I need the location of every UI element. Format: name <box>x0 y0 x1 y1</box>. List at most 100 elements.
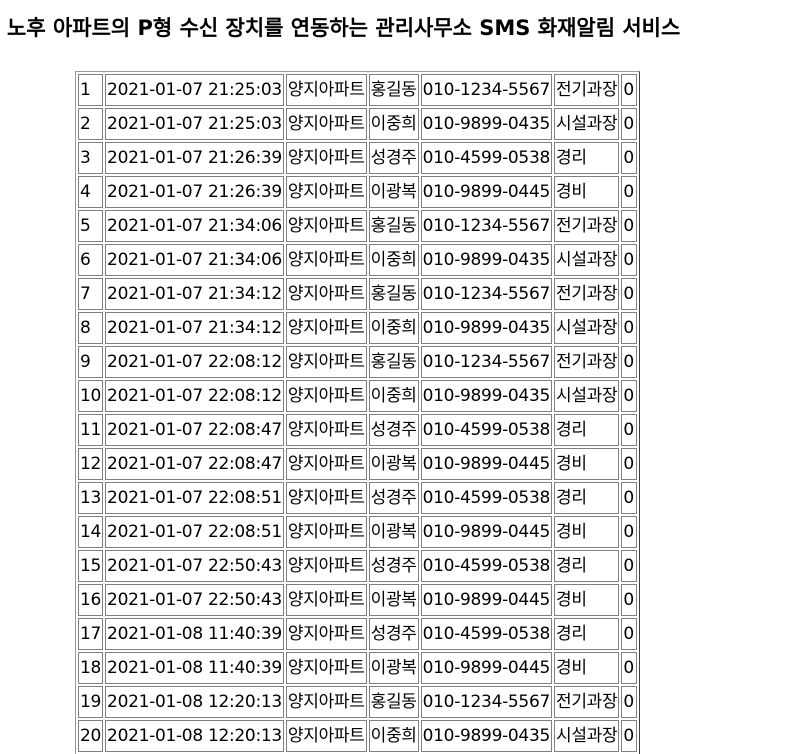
cell-recipient-name: 홍길동 <box>368 210 419 242</box>
cell-recipient-role: 시설과장 <box>554 108 620 140</box>
cell-recipient-name: 이중희 <box>368 312 419 344</box>
cell-sent-datetime: 2021-01-07 21:26:39 <box>105 142 284 174</box>
cell-recipient-name: 성경주 <box>368 142 419 174</box>
cell-apartment-name: 양지아파트 <box>285 74 367 106</box>
table-row: 7 2021-01-07 21:34:12 양지아파트 홍길동 010-1234-556… <box>78 278 638 310</box>
cell-row-number: 7 <box>78 278 104 310</box>
cell-phone-number: 010-9899-0445 <box>420 448 552 480</box>
cell-apartment-name: 양지아파트 <box>285 210 367 242</box>
cell-recipient-role: 경비 <box>554 516 620 548</box>
cell-row-number: 9 <box>78 346 104 378</box>
cell-recipient-name: 홍길동 <box>368 74 419 106</box>
cell-apartment-name: 양지아파트 <box>285 482 367 514</box>
cell-recipient-role: 경비 <box>554 652 620 684</box>
cell-apartment-name: 양지아파트 <box>285 652 367 684</box>
cell-phone-number: 010-1234-5567 <box>420 74 552 106</box>
cell-row-number: 13 <box>78 482 104 514</box>
cell-apartment-name: 양지아파트 <box>285 176 367 208</box>
cell-row-number: 11 <box>78 414 104 446</box>
cell-phone-number: 010-9899-0445 <box>420 176 552 208</box>
cell-apartment-name: 양지아파트 <box>285 550 367 582</box>
cell-phone-number: 010-1234-5567 <box>420 210 552 242</box>
page-title: 노후 아파트의 P형 수신 장치를 연동하는 관리사무소 SMS 화재알림 서비… <box>7 16 681 40</box>
cell-row-number: 2 <box>78 108 104 140</box>
cell-sent-datetime: 2021-01-07 21:34:06 <box>105 210 284 242</box>
cell-phone-number: 010-4599-0538 <box>420 618 552 650</box>
cell-phone-number: 010-4599-0538 <box>420 142 552 174</box>
cell-recipient-name: 이광복 <box>368 516 419 548</box>
cell-send-status: 0 <box>621 346 638 378</box>
cell-sent-datetime: 2021-01-07 21:26:39 <box>105 176 284 208</box>
cell-apartment-name: 양지아파트 <box>285 516 367 548</box>
cell-apartment-name: 양지아파트 <box>285 584 367 616</box>
cell-recipient-name: 홍길동 <box>368 346 419 378</box>
cell-apartment-name: 양지아파트 <box>285 312 367 344</box>
cell-apartment-name: 양지아파트 <box>285 142 367 174</box>
cell-sent-datetime: 2021-01-07 22:50:43 <box>105 550 284 582</box>
cell-recipient-role: 전기과장 <box>554 346 620 378</box>
table-row: 19 2021-01-08 12:20:13 양지아파트 홍길동 010-1234-55… <box>78 686 638 718</box>
cell-recipient-name: 이광복 <box>368 176 419 208</box>
sms-log-table: 1 2021-01-07 21:25:03 양지아파트 홍길동 010-1234-556… <box>75 71 641 754</box>
cell-phone-number: 010-1234-5567 <box>420 346 552 378</box>
table-row: 2 2021-01-07 21:25:03 양지아파트 이중희 010-9899-043… <box>78 108 638 140</box>
cell-row-number: 12 <box>78 448 104 480</box>
cell-recipient-name: 성경주 <box>368 414 419 446</box>
cell-send-status: 0 <box>621 380 638 412</box>
cell-sent-datetime: 2021-01-07 21:34:12 <box>105 312 284 344</box>
cell-recipient-name: 이중희 <box>368 380 419 412</box>
cell-row-number: 14 <box>78 516 104 548</box>
cell-send-status: 0 <box>621 618 638 650</box>
cell-recipient-role: 전기과장 <box>554 278 620 310</box>
cell-phone-number: 010-9899-0445 <box>420 652 552 684</box>
cell-send-status: 0 <box>621 652 638 684</box>
cell-recipient-role: 경리 <box>554 618 620 650</box>
cell-recipient-role: 시설과장 <box>554 380 620 412</box>
cell-phone-number: 010-9899-0435 <box>420 380 552 412</box>
cell-row-number: 8 <box>78 312 104 344</box>
table-row: 20 2021-01-08 12:20:13 양지아파트 이중희 010-9899-04… <box>78 720 638 752</box>
table-row: 11 2021-01-07 22:08:47 양지아파트 성경주 010-4599-05… <box>78 414 638 446</box>
cell-sent-datetime: 2021-01-07 21:25:03 <box>105 74 284 106</box>
cell-recipient-role: 경리 <box>554 550 620 582</box>
cell-row-number: 16 <box>78 584 104 616</box>
cell-sent-datetime: 2021-01-07 22:08:47 <box>105 414 284 446</box>
cell-recipient-role: 경리 <box>554 482 620 514</box>
cell-apartment-name: 양지아파트 <box>285 346 367 378</box>
table-row: 4 2021-01-07 21:26:39 양지아파트 이광복 010-9899-044… <box>78 176 638 208</box>
cell-sent-datetime: 2021-01-07 22:08:47 <box>105 448 284 480</box>
cell-recipient-name: 홍길동 <box>368 278 419 310</box>
table-row: 14 2021-01-07 22:08:51 양지아파트 이광복 010-9899-04… <box>78 516 638 548</box>
cell-phone-number: 010-9899-0435 <box>420 108 552 140</box>
cell-send-status: 0 <box>621 108 638 140</box>
table-row: 15 2021-01-07 22:50:43 양지아파트 성경주 010-4599-05… <box>78 550 638 582</box>
table-row: 8 2021-01-07 21:34:12 양지아파트 이중희 010-9899-043… <box>78 312 638 344</box>
cell-row-number: 10 <box>78 380 104 412</box>
cell-send-status: 0 <box>621 312 638 344</box>
table-row: 10 2021-01-07 22:08:12 양지아파트 이중희 010-9899-04… <box>78 380 638 412</box>
cell-recipient-role: 경리 <box>554 414 620 446</box>
cell-apartment-name: 양지아파트 <box>285 618 367 650</box>
cell-apartment-name: 양지아파트 <box>285 414 367 446</box>
table-row: 5 2021-01-07 21:34:06 양지아파트 홍길동 010-1234-556… <box>78 210 638 242</box>
cell-recipient-role: 시설과장 <box>554 312 620 344</box>
cell-phone-number: 010-4599-0538 <box>420 414 552 446</box>
cell-send-status: 0 <box>621 74 638 106</box>
cell-send-status: 0 <box>621 414 638 446</box>
cell-row-number: 4 <box>78 176 104 208</box>
table-row: 1 2021-01-07 21:25:03 양지아파트 홍길동 010-1234-556… <box>78 74 638 106</box>
cell-recipient-role: 경비 <box>554 176 620 208</box>
cell-recipient-name: 이중희 <box>368 108 419 140</box>
cell-recipient-role: 경비 <box>554 448 620 480</box>
table-row: 16 2021-01-07 22:50:43 양지아파트 이광복 010-9899-04… <box>78 584 638 616</box>
cell-recipient-name: 홍길동 <box>368 686 419 718</box>
cell-apartment-name: 양지아파트 <box>285 686 367 718</box>
cell-recipient-name: 성경주 <box>368 550 419 582</box>
cell-sent-datetime: 2021-01-07 22:08:12 <box>105 346 284 378</box>
cell-recipient-name: 성경주 <box>368 618 419 650</box>
cell-recipient-role: 전기과장 <box>554 74 620 106</box>
cell-send-status: 0 <box>621 584 638 616</box>
cell-recipient-role: 경비 <box>554 584 620 616</box>
cell-recipient-role: 시설과장 <box>554 244 620 276</box>
cell-apartment-name: 양지아파트 <box>285 720 367 752</box>
